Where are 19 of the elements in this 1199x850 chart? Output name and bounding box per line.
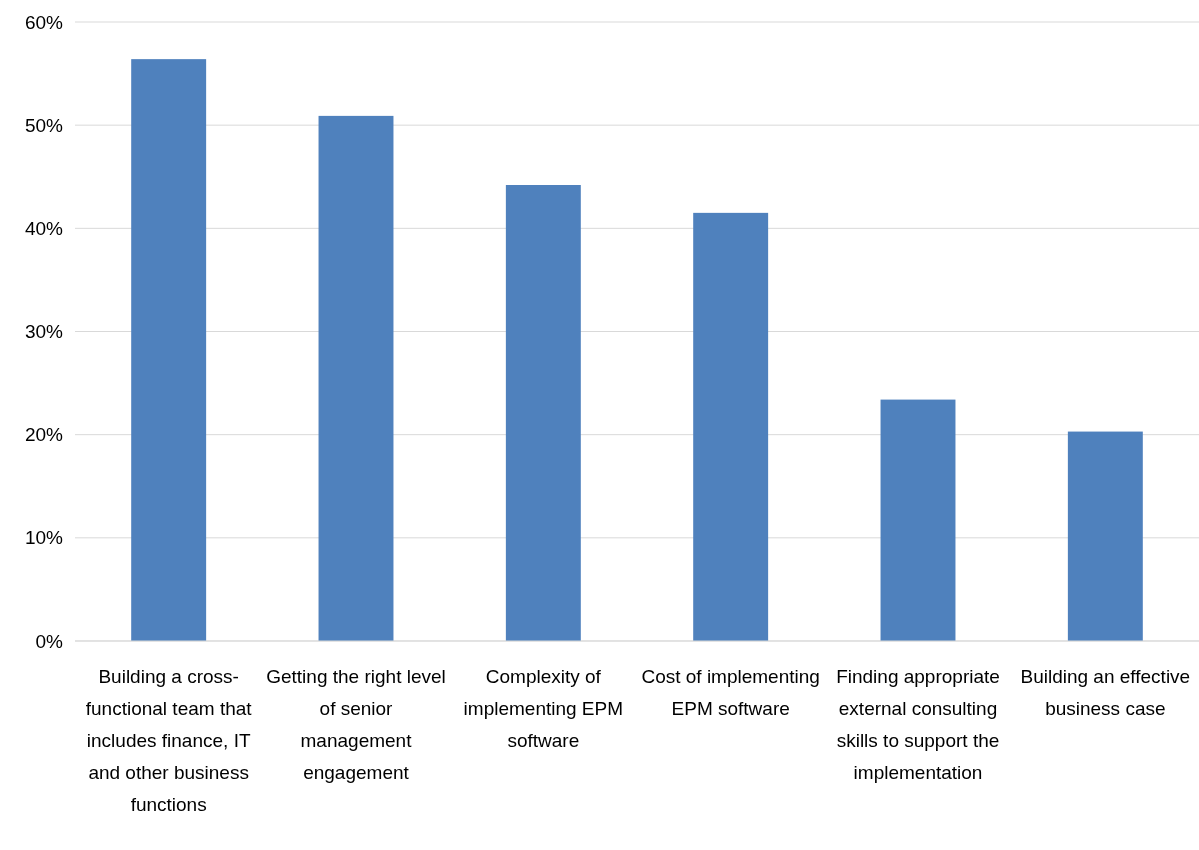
bar — [1067, 431, 1143, 641]
y-tick-label: 20% — [24, 424, 64, 446]
x-tick-label: Cost of implementing EPM software — [641, 666, 820, 719]
bar — [505, 185, 581, 641]
bar — [693, 212, 769, 641]
x-tick-label: Finding appropriate external consulting skills to support the implementation — [836, 666, 1000, 783]
y-tick-label: 30% — [24, 321, 64, 343]
y-tick-label: 0% — [35, 630, 64, 652]
y-tick-label: 50% — [24, 114, 64, 136]
bar — [131, 59, 207, 641]
bar — [318, 115, 394, 641]
bar — [880, 399, 956, 641]
x-tick-label: Complexity of implementing EPM software — [463, 666, 624, 751]
y-tick-label: 40% — [24, 217, 64, 239]
x-tick-label: Getting the right level of senior management engagement — [266, 666, 446, 783]
y-tick-label: 10% — [24, 527, 64, 549]
x-tick-label: Building a cross-functional team that includes finance, IT and other business functions — [85, 666, 253, 815]
y-tick-label: 60% — [24, 11, 64, 33]
x-tick-label: Building an effective business case — [1020, 666, 1191, 719]
